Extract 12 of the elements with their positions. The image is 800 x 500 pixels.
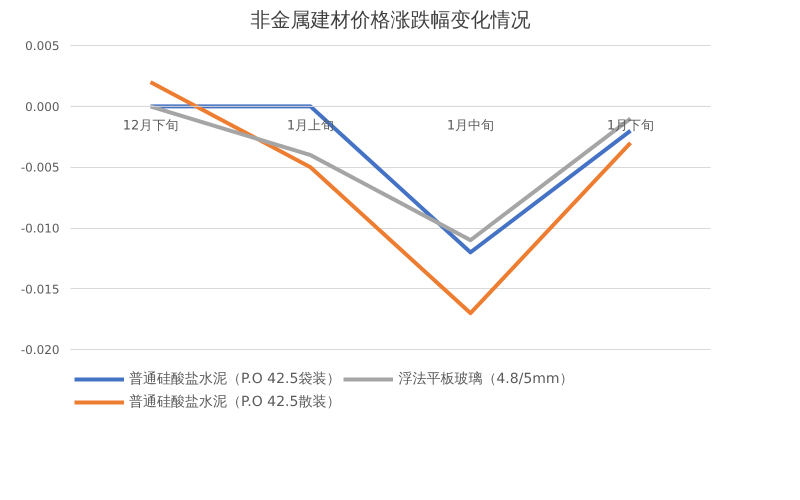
legend-label: 普通硅酸盐水泥（P.O 42.5袋装） xyxy=(129,370,340,388)
x-tick-label: 12月下旬 xyxy=(122,118,178,134)
y-tick-label: 0.000 xyxy=(25,100,60,114)
legend-label: 浮法平板玻璃（4.8/5mm） xyxy=(398,370,574,388)
y-tick-label: -0.010 xyxy=(20,222,60,236)
y-tick-label: 0.005 xyxy=(25,39,60,54)
legend-label: 普通硅酸盐水泥（P.O 42.5散装） xyxy=(129,393,340,411)
chart-title: 非金属建材价格涨跌幅变化情况 xyxy=(250,8,530,32)
x-tick-label: 1月中旬 xyxy=(446,118,494,134)
y-tick-label: -0.015 xyxy=(20,282,60,296)
y-tick-label: -0.020 xyxy=(20,343,60,358)
y-tick-label: -0.005 xyxy=(20,160,60,175)
